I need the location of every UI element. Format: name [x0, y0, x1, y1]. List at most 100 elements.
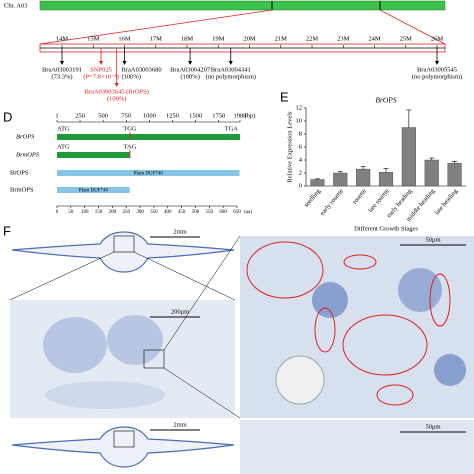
gene-structure: 1 250 500 750 1000 1250 1500 1750 1980(bp)BrOPSA… [10, 112, 255, 215]
ruler-label: 0 [56, 210, 59, 215]
tissue [43, 317, 107, 373]
y-tick-label: 4 [299, 156, 303, 163]
marker-label: BraA03004207 [170, 66, 211, 73]
arrow-head [60, 61, 64, 65]
marker-note: (100%) [122, 73, 142, 80]
map-tick-label: 18M [181, 35, 194, 42]
chromosome-label: Chr. A03 [4, 2, 27, 9]
panel-label: D [3, 109, 12, 124]
scale-label: 50μm [425, 236, 440, 243]
scale-label: 2mm [173, 421, 186, 428]
cell [398, 268, 442, 312]
ruler-label: 1 [55, 112, 58, 119]
start-codon: ATG [57, 143, 70, 150]
panel-label: E [280, 89, 289, 104]
map-tick-label: 22M [306, 35, 319, 42]
zoom-box [113, 430, 135, 448]
highlight [343, 254, 377, 270]
highlight [314, 307, 336, 353]
genetic-map: 14M 15M 16M 17M 18M 19M 20M 21M 22M 23M 24M 25M 26M B… [42, 35, 462, 102]
x-tick-label: late rosette [367, 188, 391, 214]
marker-note: (100%) [107, 95, 127, 102]
site-codon: TAG [124, 143, 137, 150]
y-tick-label: 0 [299, 182, 302, 189]
marker-note: (no polymorphism) [206, 73, 256, 80]
chromosome-bar [39, 0, 446, 11]
scale-label: 200μm [171, 308, 189, 315]
ruler-label: 750 [121, 112, 131, 119]
map-tick-label: 19M [212, 35, 225, 42]
ruler-label: 150 [95, 210, 103, 215]
ruler-label: 1980 [234, 112, 247, 119]
ruler-label: 1750 [212, 112, 225, 119]
arrow-head [435, 61, 439, 65]
marker-label: BraA03003680 [122, 66, 162, 73]
marker-note: (no polymorphism) [412, 73, 462, 80]
bar [447, 163, 462, 187]
start-codon: ATG [57, 125, 70, 132]
panel-label: F [3, 223, 11, 238]
ruler-label: 350 [150, 210, 158, 215]
zoom-line [379, 9, 446, 45]
arrow-head [228, 61, 233, 65]
bar [333, 172, 348, 187]
marker-label: SNP025 [90, 66, 112, 73]
y-tick-label: 10 [296, 117, 303, 124]
track-name: BrmOPS [10, 186, 34, 193]
highlight [246, 241, 324, 299]
arrow-head [114, 83, 119, 87]
bar [378, 172, 394, 187]
ruler-label: 1250 [166, 112, 179, 119]
x-tick-label: seedling [303, 187, 323, 209]
marker-label: BraA03003191 [42, 66, 82, 73]
ruler-label: 250 [122, 210, 130, 215]
protein-bar [57, 187, 130, 193]
chart-title: BrOPS [375, 96, 396, 105]
gene-bar [57, 152, 130, 158]
gene-bar [57, 134, 240, 140]
zoom-line [163, 235, 241, 351]
arrow-head [188, 61, 193, 65]
ruler-label: 1000 [143, 112, 156, 119]
zoom-line [163, 367, 241, 419]
ruler-label: 600 [219, 210, 227, 215]
cell [312, 282, 348, 318]
map-tick-label: 20M [243, 35, 256, 42]
scale-label: 2mm [173, 228, 186, 235]
arrow-head [99, 61, 104, 65]
ruler-label: 300 [136, 210, 144, 215]
x-tick-label: early rosette [319, 188, 345, 217]
tissue [107, 315, 163, 365]
micrograph [240, 236, 474, 418]
y-tick-label: 6 [299, 143, 303, 150]
map-tick-label: 21M [275, 35, 288, 42]
protein-bar [57, 170, 240, 176]
track-name: BrmOPS [16, 151, 40, 158]
y-tick-label: 2 [299, 169, 302, 176]
zoom-box [113, 235, 135, 253]
ruler-label: 50 [68, 210, 74, 215]
y-tick-label: 12 [296, 104, 303, 111]
highlight [429, 273, 451, 327]
highlight [376, 384, 414, 406]
cell [275, 355, 325, 405]
site-codon: TGG [123, 125, 137, 132]
marker-note: (P=7.8×10⁻⁸) [83, 73, 119, 80]
zoom-line [39, 9, 273, 45]
map-tick-label: 23M [337, 35, 350, 42]
zoom-line [9, 251, 115, 301]
marker-label: BraA03005545 [417, 66, 457, 73]
marker-label: BraA03004341 [211, 66, 251, 73]
map-tick-label: 26M [431, 35, 444, 42]
stop-codon: TGA [225, 125, 239, 132]
ruler-label: 200 [109, 210, 117, 215]
ruler-label: 1500 [189, 112, 202, 119]
ruler-label: 400 [164, 210, 172, 215]
cell [434, 354, 466, 386]
marker-note: (100%) [180, 73, 200, 80]
map-tick-label: 25M [400, 35, 413, 42]
marker-label: BraA03003645 (BrOPS) [84, 88, 148, 95]
ruler-unit: (bp) [245, 112, 256, 119]
